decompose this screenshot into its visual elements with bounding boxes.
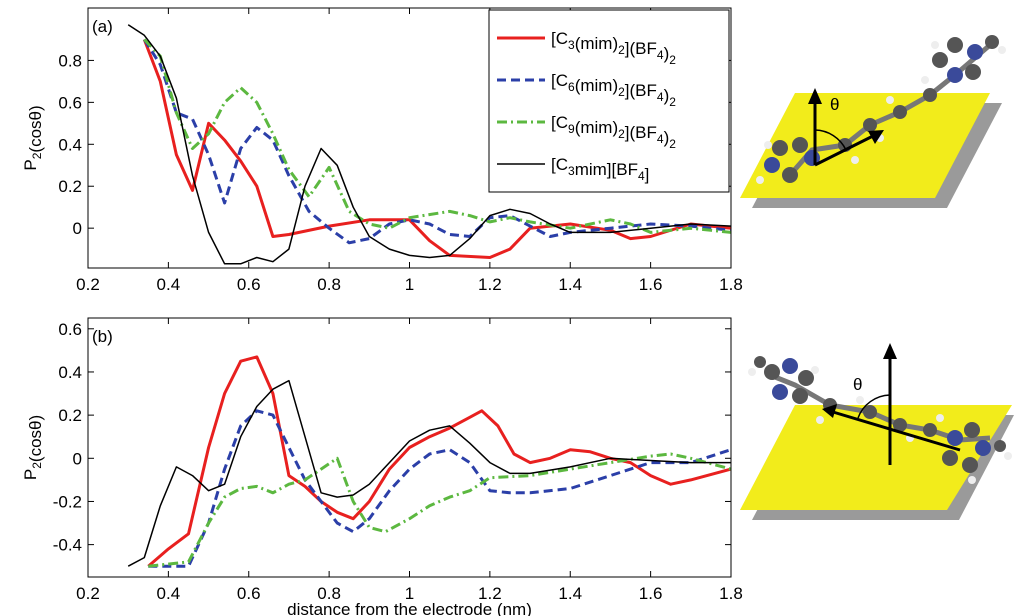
x-tick-label: 1.6 (639, 275, 663, 294)
theta-label: θ (853, 375, 862, 394)
series-line (127, 379, 731, 567)
series-line (127, 24, 731, 265)
y-axis-label: P2(cosθ) (21, 105, 45, 170)
arrow-head (822, 404, 837, 418)
x-tick-label: 1 (405, 584, 414, 603)
y-tick-label: 0.2 (58, 177, 82, 196)
series-line (143, 38, 731, 245)
theta-label: θ (830, 95, 839, 114)
vector-arrow (832, 410, 961, 452)
plot-lines (127, 24, 731, 265)
series-line (143, 38, 731, 234)
x-tick-label: 0.6 (237, 584, 261, 603)
arrow-head (883, 343, 897, 359)
y-tick-label: -0.2 (53, 492, 82, 511)
y-tick-label: 0.4 (58, 135, 82, 154)
panel-label: (b) (92, 327, 113, 346)
vector-arrow (814, 133, 876, 167)
plane (740, 405, 1012, 510)
y-tick-label: 0 (73, 219, 82, 238)
x-tick-label: 1.6 (639, 584, 663, 603)
y-tick-label: 0.6 (58, 93, 82, 112)
angle-arc (857, 394, 891, 419)
x-tick-label: 1.4 (558, 275, 582, 294)
legend-label: [C3(mim)2](BF4)2 (551, 29, 676, 67)
x-tick-label: 1.8 (719, 584, 743, 603)
y-tick-label: 0 (73, 449, 82, 468)
x-tick-label: 1.8 (719, 275, 743, 294)
x-tick-label: 0.2 (76, 584, 100, 603)
illustration-top: θ (740, 35, 1006, 208)
x-tick-label: 1 (405, 275, 414, 294)
illustration-bottom: θ (740, 343, 1014, 520)
y-tick-label: -0.4 (53, 536, 82, 555)
series-line (148, 409, 731, 568)
x-tick-label: 0.4 (157, 584, 181, 603)
plane (740, 93, 990, 198)
x-axis-label: distance from the electrode (nm) (287, 600, 532, 616)
x-tick-label: 0.4 (157, 275, 181, 294)
x-tick-label: 1.2 (478, 275, 502, 294)
y-tick-label: 0.4 (58, 363, 82, 382)
x-tick-label: 0.6 (237, 275, 261, 294)
arrow-head (808, 88, 822, 104)
plot-lines (127, 355, 731, 568)
x-tick-label: 0.2 (76, 275, 100, 294)
y-axis-label: P2(cosθ) (21, 415, 45, 480)
arrow-head (868, 130, 884, 144)
y-tick-label: 0.2 (58, 406, 82, 425)
x-tick-label: 0.8 (317, 584, 341, 603)
legend-box (488, 9, 730, 193)
x-tick-label: 1.2 (478, 584, 502, 603)
legend-label: [C3mim][BF4] (551, 155, 649, 184)
series-line (147, 355, 731, 568)
series-line (148, 452, 731, 568)
legend-label: [C6(mim)2](BF4)2 (551, 71, 676, 109)
legend-label: [C9(mim)2](BF4)2 (551, 113, 676, 151)
y-tick-label: 0.6 (58, 320, 82, 339)
axes-frame (87, 7, 732, 269)
angle-arc (814, 129, 847, 151)
axes-frame (87, 317, 732, 578)
y-tick-label: 0.8 (58, 51, 82, 70)
atoms (748, 356, 1012, 484)
x-tick-label: 1.4 (558, 584, 582, 603)
x-tick-label: 0.8 (317, 275, 341, 294)
panel-label: (a) (92, 17, 113, 36)
